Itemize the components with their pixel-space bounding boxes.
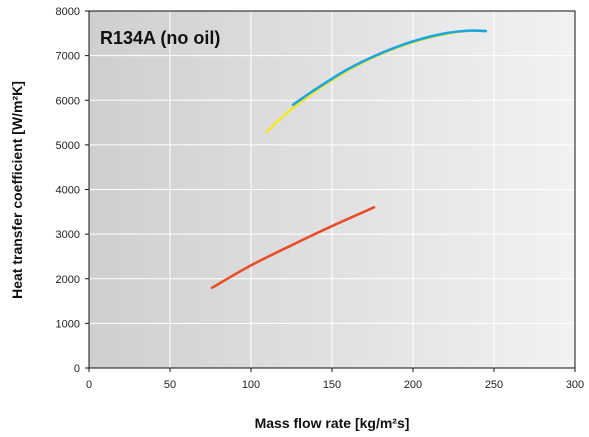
y-tick-label: 5000 <box>56 140 80 152</box>
y-axis-title: Heat transfer coefficient [W/m²K] <box>9 81 25 299</box>
y-tick-label: 6000 <box>56 95 80 107</box>
x-axis-title: Mass flow rate [kg/m²s] <box>255 415 410 431</box>
x-tick-label: 300 <box>566 379 584 391</box>
y-tick-label: 8000 <box>56 6 80 18</box>
grid <box>89 11 575 368</box>
y-tick-label: 3000 <box>56 229 80 241</box>
y-tick-label: 4000 <box>56 185 80 197</box>
y-tick-label: 0 <box>74 363 80 375</box>
x-tick-label: 250 <box>485 379 503 391</box>
series-line-3 <box>210 206 376 289</box>
x-tick-label: 0 <box>86 379 92 391</box>
series-lines <box>210 29 488 289</box>
axis-ticks: 0 50 100 150 200 250 3000100020003000400050006… <box>56 6 585 391</box>
y-tick-label: 2000 <box>56 274 80 286</box>
x-tick-label: 50 <box>164 379 176 391</box>
x-tick-label: 100 <box>242 379 260 391</box>
x-tick-label: 150 <box>323 379 341 391</box>
y-tick-label: 7000 <box>56 51 80 63</box>
x-tick-label: 200 <box>404 379 422 391</box>
y-tick-label: 1000 <box>56 318 80 330</box>
chart-title: R134A (no oil) <box>100 28 220 48</box>
series-line-2 <box>291 29 488 107</box>
